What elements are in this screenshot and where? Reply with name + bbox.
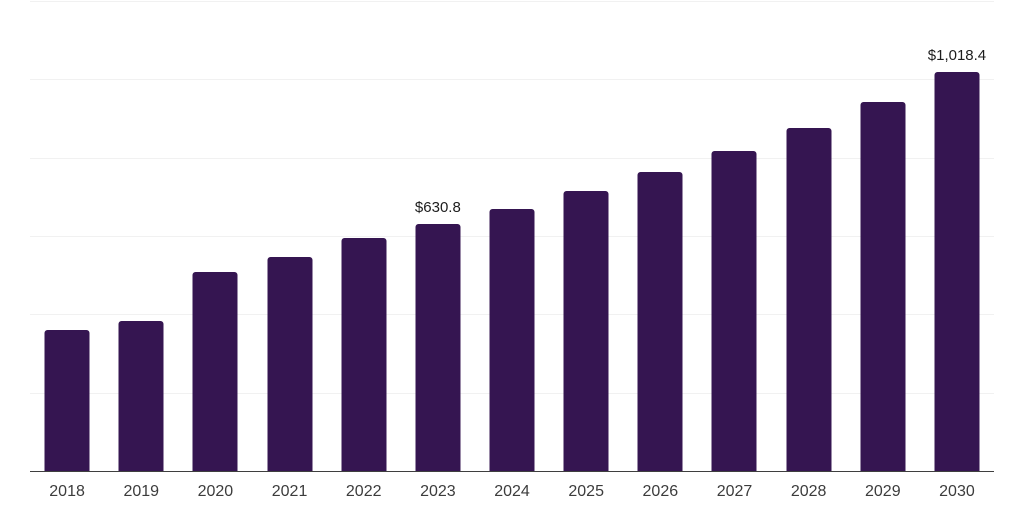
bar-slot — [697, 1, 771, 471]
x-tick-label-2029: 2029 — [865, 483, 901, 500]
bar-2028 — [786, 127, 832, 471]
x-tick-label-2022: 2022 — [345, 483, 382, 500]
bar-2025 — [563, 190, 609, 471]
bars: $630.8 $1,018.4 — [30, 1, 994, 471]
bar-2030 — [934, 72, 980, 471]
bar-2023 — [415, 223, 461, 471]
x-axis-line — [30, 471, 994, 472]
gridline — [30, 157, 994, 159]
bar-slot — [772, 1, 846, 471]
bar-slot — [252, 1, 326, 471]
bar-value-label-2023: $630.8 — [414, 198, 461, 216]
x-tick-label-2023: 2023 — [420, 483, 456, 500]
bar-2029 — [860, 101, 906, 471]
x-tick-label-2019: 2019 — [123, 483, 160, 500]
bar-slot — [846, 1, 920, 471]
gridline — [30, 79, 994, 81]
x-tick-label-2020: 2020 — [197, 483, 234, 500]
plot-area: $630.8 $1,018.4 — [30, 1, 994, 472]
bar-slot — [549, 1, 623, 471]
bar-slot: $630.8 — [401, 1, 475, 471]
x-tick-label-2027: 2027 — [716, 483, 753, 500]
x-tick-label-2025: 2025 — [568, 483, 604, 500]
x-axis-labels: 2018 2019 2020 2021 2022 2023 2024 2025 2026 2027… — [30, 483, 994, 501]
bar-slot: $1,018.4 — [920, 1, 994, 471]
x-tick-label-2018: 2018 — [49, 483, 85, 500]
bar-2019 — [118, 321, 164, 471]
bar-slot — [327, 1, 401, 471]
bar-value-label-2030: $1,018.4 — [927, 47, 987, 65]
bar-slot — [30, 1, 104, 471]
bar-2026 — [637, 172, 683, 471]
bar-2024 — [489, 209, 535, 471]
bar-slot — [104, 1, 178, 471]
gridline — [30, 1, 994, 2]
bar-2020 — [192, 272, 238, 471]
x-tick-label-2028: 2028 — [790, 483, 827, 500]
x-tick-label-2030: 2030 — [939, 483, 975, 500]
x-tick-label-2026: 2026 — [642, 483, 679, 500]
bar-2022 — [341, 237, 387, 471]
bar-2021 — [267, 256, 313, 471]
x-tick-label-2021: 2021 — [271, 483, 308, 500]
bar-2027 — [711, 151, 757, 471]
bar-2018 — [44, 330, 90, 471]
bar-slot — [475, 1, 549, 471]
x-tick-label-2024: 2024 — [494, 483, 530, 500]
bar-slot — [623, 1, 697, 471]
bar-slot — [178, 1, 252, 471]
